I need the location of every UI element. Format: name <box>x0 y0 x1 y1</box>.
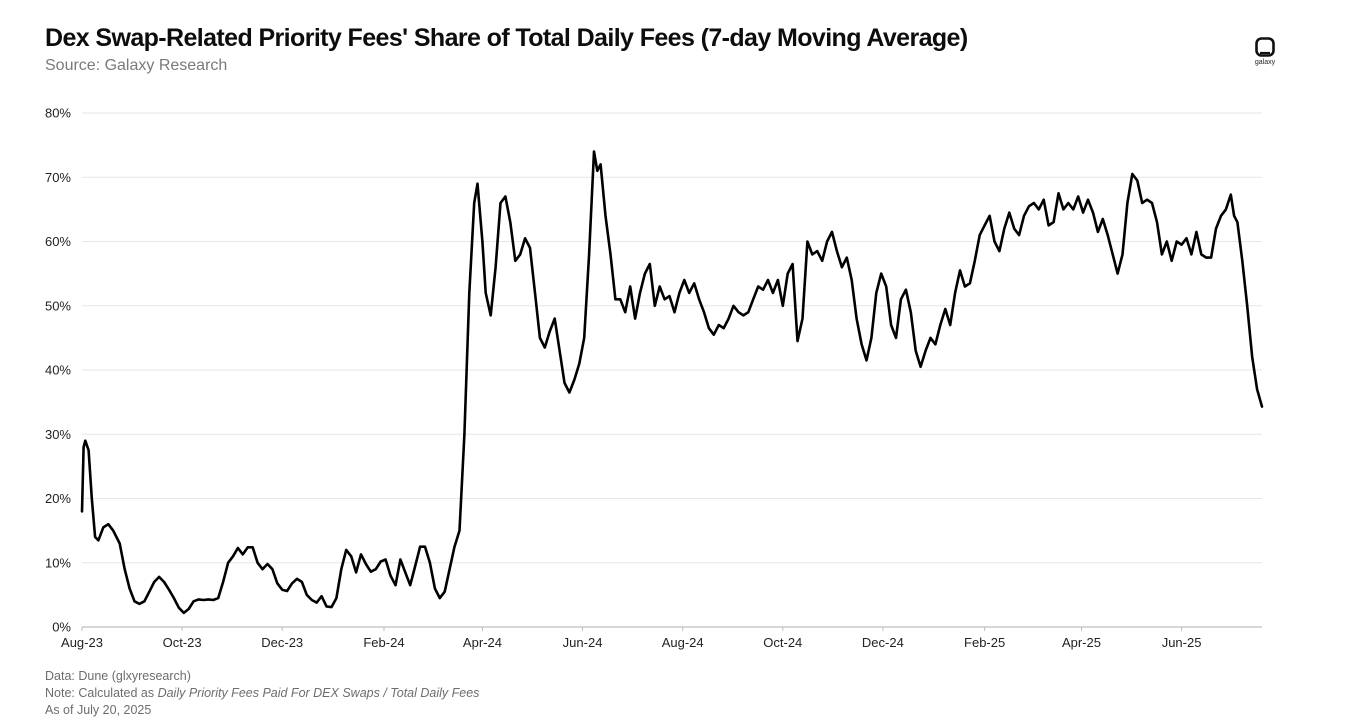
x-tick-label: Feb-25 <box>964 635 1005 650</box>
y-tick-label: 80% <box>45 106 71 121</box>
x-tick-label: Dec-24 <box>862 635 904 650</box>
chart-footer: Data: Dune (glxyresearch) Note: Calculat… <box>45 668 479 719</box>
x-tick-label: Jun-25 <box>1162 635 1202 650</box>
x-tick-label: Oct-24 <box>763 635 802 650</box>
chart-subtitle: Source: Galaxy Research <box>45 57 228 74</box>
x-tick-label: Feb-24 <box>363 635 404 650</box>
x-tick-label: Jun-24 <box>563 635 603 650</box>
x-tick-label: Dec-23 <box>261 635 303 650</box>
note-formula: Daily Priority Fees Paid For DEX Swaps /… <box>157 686 480 700</box>
y-axis-ticks: 0% 10% 20% 30% 40% 50% 60% 70% 80% <box>45 106 71 635</box>
y-tick-label: 60% <box>45 234 71 249</box>
y-tick-label: 10% <box>45 555 71 570</box>
x-tick-label: Oct-23 <box>163 635 202 650</box>
x-axis-ticks: Aug-23 Oct-23 Dec-23 Feb-24 Apr-24 Jun-24 Aug-… <box>61 627 1201 650</box>
note-prefix: Note: Calculated as <box>45 686 158 700</box>
y-tick-label: 20% <box>45 491 71 506</box>
logo-text: galaxy <box>1254 59 1276 66</box>
series-group <box>80 150 1264 615</box>
chart-title: Dex Swap-Related Priority Fees' Share of… <box>45 24 968 52</box>
y-tick-label: 50% <box>45 298 71 313</box>
x-tick-label: Aug-24 <box>662 635 704 650</box>
y-tick-label: 30% <box>45 427 71 442</box>
x-tick-label: Apr-25 <box>1062 635 1101 650</box>
galaxy-logo-icon <box>1255 37 1275 57</box>
x-tick-label: Apr-24 <box>463 635 502 650</box>
as-of-date: As of July 20, 2025 <box>45 703 152 717</box>
x-tick-label: Aug-23 <box>61 635 103 650</box>
gridlines <box>82 112 1262 564</box>
y-tick-label: 40% <box>45 363 71 378</box>
calculation-note: Note: Calculated as Daily Priority Fees … <box>45 685 479 702</box>
series-line <box>80 150 1264 615</box>
data-source-note: Data: Dune (glxyresearch) <box>45 669 191 683</box>
y-tick-label: 0% <box>52 620 71 635</box>
y-tick-label: 70% <box>45 170 71 185</box>
galaxy-logo: galaxy <box>1250 36 1280 72</box>
